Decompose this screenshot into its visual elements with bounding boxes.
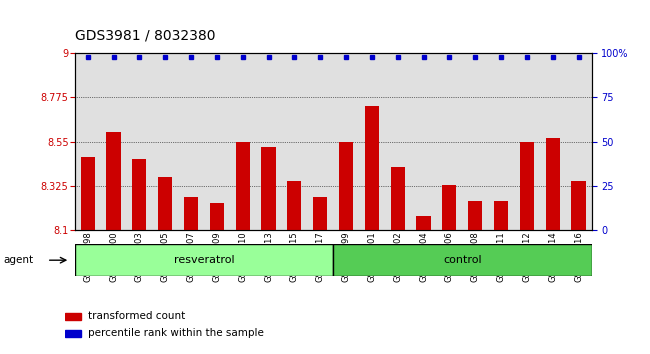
Bar xyxy=(417,216,431,230)
Text: percentile rank within the sample: percentile rank within the sample xyxy=(88,328,264,338)
Bar xyxy=(75,244,333,276)
Bar xyxy=(132,159,146,230)
Bar xyxy=(339,142,353,230)
Bar xyxy=(494,201,508,230)
Bar xyxy=(158,177,172,230)
Bar xyxy=(235,142,250,230)
Bar xyxy=(365,106,379,230)
Bar xyxy=(81,157,95,230)
Bar xyxy=(333,244,592,276)
Text: GDS3981 / 8032380: GDS3981 / 8032380 xyxy=(75,28,215,42)
Text: control: control xyxy=(443,255,482,265)
Bar xyxy=(468,201,482,230)
Bar xyxy=(313,197,328,230)
Bar xyxy=(520,142,534,230)
Bar xyxy=(261,148,276,230)
Bar xyxy=(65,313,81,320)
Text: transformed count: transformed count xyxy=(88,311,185,321)
Bar xyxy=(391,167,405,230)
Bar xyxy=(107,132,121,230)
Text: agent: agent xyxy=(3,255,33,265)
Bar xyxy=(545,138,560,230)
Text: resveratrol: resveratrol xyxy=(174,255,234,265)
Bar xyxy=(442,185,456,230)
Bar xyxy=(210,202,224,230)
Bar xyxy=(287,181,302,230)
Bar xyxy=(184,197,198,230)
Bar xyxy=(571,181,586,230)
Bar xyxy=(65,330,81,337)
